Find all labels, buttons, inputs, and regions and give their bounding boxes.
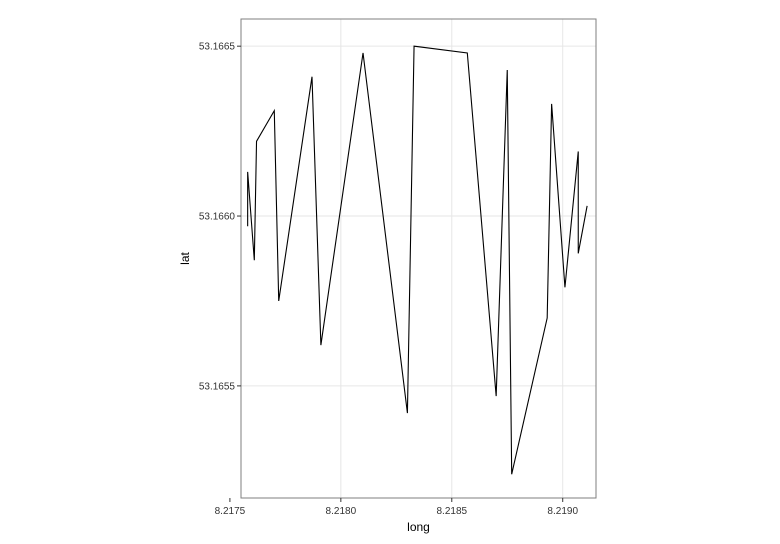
x-axis-title: long (407, 520, 430, 534)
x-tick-label: 8.2190 (547, 506, 578, 517)
x-tick-label: 8.2180 (326, 506, 357, 517)
plot-panel (240, 18, 597, 499)
y-axis: 53.1655 53.1660 53.1665 (199, 42, 241, 392)
x-tick-label: 8.2175 (215, 506, 246, 517)
series-line (247, 45, 588, 475)
x-tick-label: 8.2185 (436, 506, 467, 517)
y-tick-label: 53.1665 (199, 42, 236, 53)
grid-lines (241, 19, 596, 498)
y-axis-title: lat (178, 252, 192, 265)
series-layer (247, 45, 588, 475)
x-axis: 8.2175 8.2180 8.2185 8.2190 (215, 498, 578, 517)
y-tick-label: 53.1655 (199, 381, 236, 392)
y-tick-label: 53.1660 (199, 212, 236, 223)
